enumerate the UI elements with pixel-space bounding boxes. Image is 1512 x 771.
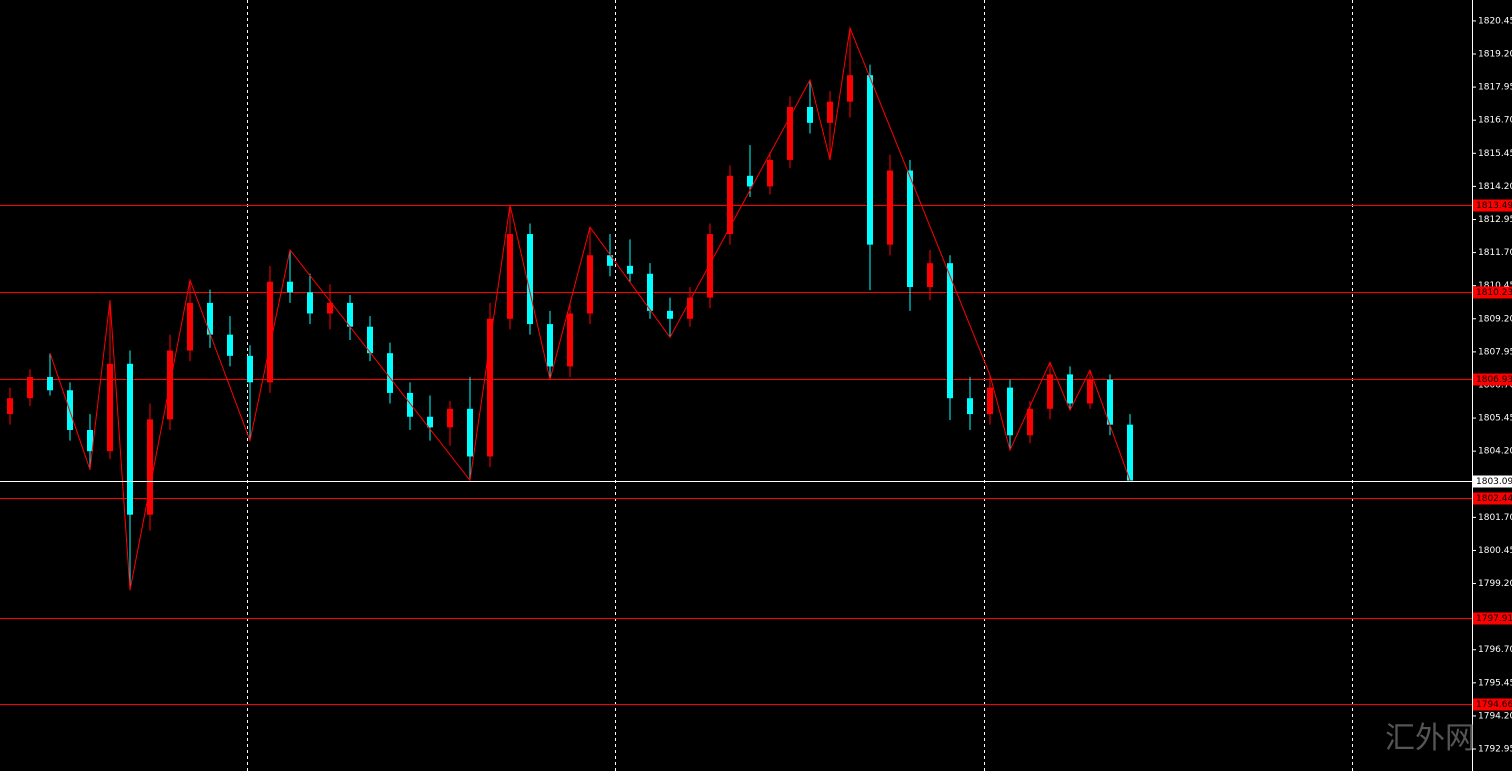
- y-tick-label: 1794.20: [1478, 711, 1512, 721]
- y-tick-label: 1819.20: [1478, 50, 1512, 60]
- candle-body: [507, 234, 513, 319]
- candle-body: [747, 175, 753, 187]
- candle-body: [1107, 379, 1113, 425]
- y-tick-label: 1816.70: [1478, 116, 1512, 126]
- candle-body: [287, 281, 293, 293]
- zigzag-line: [49, 26, 1131, 591]
- candle-body: [207, 302, 213, 335]
- y-tick-label: 1812.95: [1478, 215, 1512, 225]
- candle-body: [907, 170, 913, 288]
- candle-body: [247, 355, 253, 383]
- y-tick-label: 1814.20: [1478, 182, 1512, 192]
- candle-body: [427, 416, 433, 428]
- candle-body: [847, 75, 853, 102]
- y-tick-label: 1811.70: [1478, 248, 1512, 258]
- candle-body: [667, 310, 673, 319]
- candle-body: [527, 234, 533, 325]
- candle-body: [827, 101, 833, 123]
- level-label: 1794.66: [1476, 700, 1512, 710]
- y-tick-label: 1810.45: [1478, 281, 1512, 291]
- candle-body: [1127, 424, 1133, 481]
- watermark: 汇外网: [1385, 721, 1475, 756]
- candle-body: [267, 281, 273, 383]
- candle-body: [127, 363, 133, 515]
- level-label: 1810.23: [1476, 288, 1512, 298]
- candle-body: [887, 170, 893, 245]
- y-tick-label: 1805.45: [1478, 414, 1512, 424]
- y-tick-label: 1820.45: [1478, 16, 1512, 26]
- y-tick-label: 1796.70: [1478, 645, 1512, 655]
- y-tick-label: 1817.95: [1478, 83, 1512, 93]
- current-price-box: [1473, 475, 1512, 488]
- candle-body: [607, 255, 613, 266]
- candle-body: [927, 263, 933, 288]
- candle-body: [187, 302, 193, 351]
- candle-body: [647, 273, 653, 311]
- candle-body: [547, 324, 553, 367]
- y-tick-label: 1815.45: [1478, 149, 1512, 159]
- candle-body: [1007, 387, 1013, 436]
- y-tick-label: 1807.95: [1478, 347, 1512, 357]
- candle-body: [867, 75, 873, 245]
- candle-body: [347, 302, 353, 327]
- candle-body: [707, 234, 713, 298]
- candle-body: [467, 408, 473, 457]
- y-tick-label: 1799.20: [1478, 579, 1512, 589]
- candle-body: [807, 106, 813, 123]
- candle-body: [767, 159, 773, 187]
- y-tick-label: 1800.45: [1478, 546, 1512, 556]
- candle-body: [567, 313, 573, 367]
- candle-body: [627, 265, 633, 274]
- candle-body: [787, 106, 793, 160]
- level-label: 1806.93: [1476, 375, 1512, 385]
- candle-body: [487, 318, 493, 457]
- candle-body: [327, 302, 333, 314]
- candle-body: [1027, 408, 1033, 436]
- level-label: 1802.44: [1476, 494, 1512, 504]
- level-label: 1797.91: [1476, 614, 1512, 624]
- level-label-box: [1473, 698, 1512, 711]
- current-price-label: 1803.09: [1476, 477, 1512, 487]
- candle-body: [687, 297, 693, 319]
- candle-body: [227, 334, 233, 356]
- level-label-box: [1473, 286, 1512, 299]
- candle-body: [87, 429, 93, 452]
- y-tick-label: 1795.45: [1478, 678, 1512, 688]
- candle-body: [1067, 374, 1073, 404]
- candle-body: [967, 398, 973, 415]
- candle-body: [987, 387, 993, 415]
- candle-body: [47, 377, 53, 391]
- candle-body: [407, 392, 413, 417]
- y-tick-label: 1792.95: [1478, 745, 1512, 755]
- level-label: 1813.49: [1476, 201, 1512, 211]
- candle-body: [147, 419, 153, 515]
- level-label-box: [1473, 373, 1512, 386]
- y-tick-label: 1801.70: [1478, 513, 1512, 523]
- level-label-box: [1473, 199, 1512, 212]
- level-label-box: [1473, 612, 1512, 625]
- period-separators: [247, 0, 1353, 771]
- candle-body: [107, 363, 113, 452]
- y-tick-label: 1809.20: [1478, 314, 1512, 324]
- level-label-box: [1473, 492, 1512, 505]
- candle-body: [27, 377, 33, 399]
- candle-body: [387, 353, 393, 393]
- candle-body: [7, 398, 13, 415]
- candle-body: [307, 292, 313, 314]
- candle-body: [1047, 374, 1053, 409]
- candle-body: [367, 326, 373, 354]
- candle-body: [447, 408, 453, 428]
- candle-body: [727, 175, 733, 235]
- candle-body: [947, 263, 953, 399]
- candle-body: [587, 255, 593, 314]
- y-tick-label: 1804.20: [1478, 447, 1512, 457]
- candle-body: [1087, 379, 1093, 404]
